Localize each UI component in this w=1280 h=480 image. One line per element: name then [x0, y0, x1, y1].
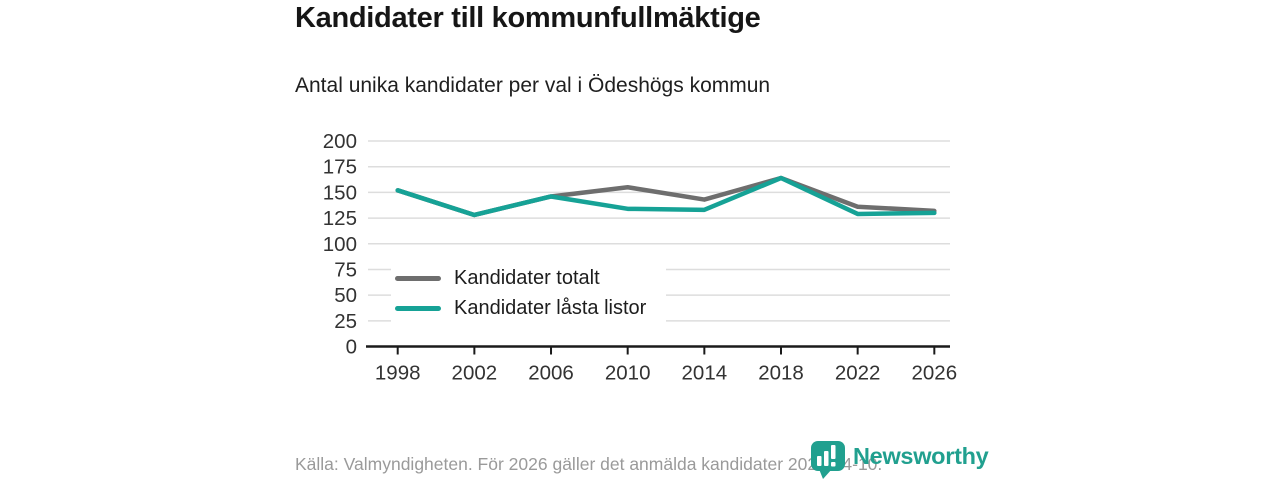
- newsworthy-wordmark: Newsworthy: [853, 443, 989, 469]
- legend-swatch-totalt: [395, 276, 441, 281]
- svg-text:25: 25: [334, 310, 357, 333]
- svg-text:2018: 2018: [758, 362, 804, 385]
- legend-label-totalt: Kandidater totalt: [454, 267, 600, 289]
- legend-item-totalt: Kandidater totalt: [395, 267, 646, 290]
- svg-text:0: 0: [346, 336, 357, 359]
- svg-text:2010: 2010: [605, 362, 651, 385]
- newsworthy-speech-bubble-barchart-icon: [811, 441, 845, 479]
- chart-subtitle: Antal unika kandidater per val i Ödeshög…: [295, 74, 771, 97]
- page-title: Kandidater till kommunfullmäktige: [295, 2, 761, 34]
- newsworthy-logo: Newsworthy: [810, 440, 989, 480]
- svg-text:50: 50: [334, 284, 357, 307]
- legend-item-lasta-listor: Kandidater låsta listor: [395, 297, 646, 320]
- svg-text:100: 100: [323, 233, 357, 256]
- legend-label-lasta-listor: Kandidater låsta listor: [454, 297, 647, 319]
- svg-text:2006: 2006: [528, 362, 574, 385]
- source-note: Källa: Valmyndigheten. För 2026 gäller d…: [295, 454, 883, 474]
- svg-text:175: 175: [323, 156, 357, 179]
- svg-text:2022: 2022: [835, 362, 881, 385]
- svg-text:2002: 2002: [452, 362, 498, 385]
- svg-text:200: 200: [323, 130, 357, 153]
- chart-legend: Kandidater totalt Kandidater låsta listo…: [391, 263, 667, 324]
- legend-swatch-lasta-listor: [395, 306, 441, 311]
- svg-text:75: 75: [334, 258, 357, 281]
- svg-text:125: 125: [323, 207, 357, 230]
- svg-text:2026: 2026: [912, 362, 958, 385]
- svg-text:2014: 2014: [682, 362, 728, 385]
- svg-text:1998: 1998: [375, 362, 421, 385]
- svg-text:150: 150: [323, 181, 357, 204]
